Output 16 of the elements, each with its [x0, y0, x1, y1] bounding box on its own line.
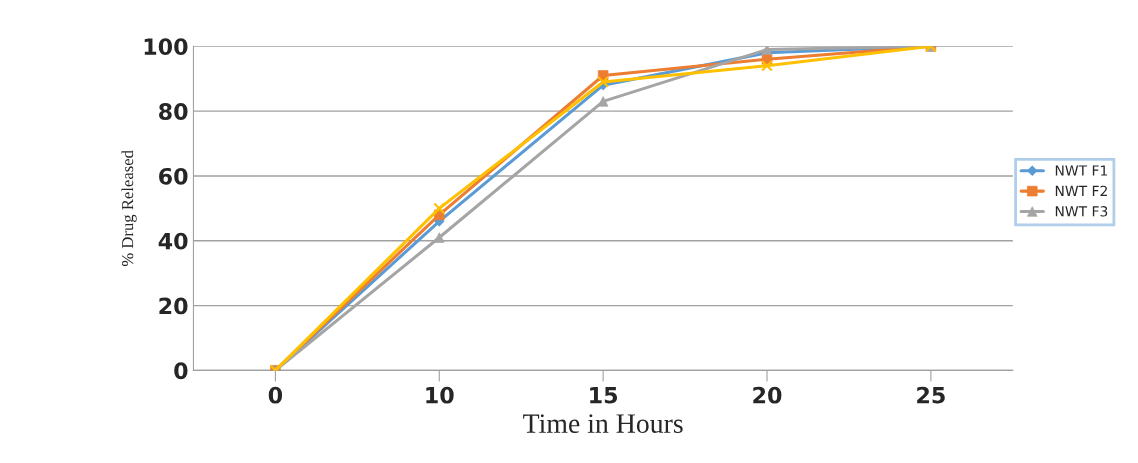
legend-label: NWT F3 [1055, 206, 1108, 217]
x-tick-label: 15 [590, 387, 618, 404]
y-tick-label: 100 [144, 38, 188, 56]
x-tick-label: 0 [268, 386, 283, 404]
x-tick-label: 10 [426, 386, 454, 404]
x-tick-label: 25 [917, 386, 945, 404]
y-axis-title: % Drug Released [121, 150, 137, 267]
y-tick-label: 80 [159, 103, 188, 120]
y-tick-label: 20 [159, 297, 188, 315]
x-tick-label: 20 [753, 386, 782, 404]
y-tick-label: 40 [158, 232, 188, 250]
x-axis-title: Time in Hours [523, 414, 683, 433]
legend-label: NWT F2 [1055, 185, 1107, 196]
y-tick-label: 0 [174, 362, 188, 380]
y-tick-label: 60 [159, 167, 188, 185]
legend-label: NWT F1 [1055, 165, 1108, 176]
